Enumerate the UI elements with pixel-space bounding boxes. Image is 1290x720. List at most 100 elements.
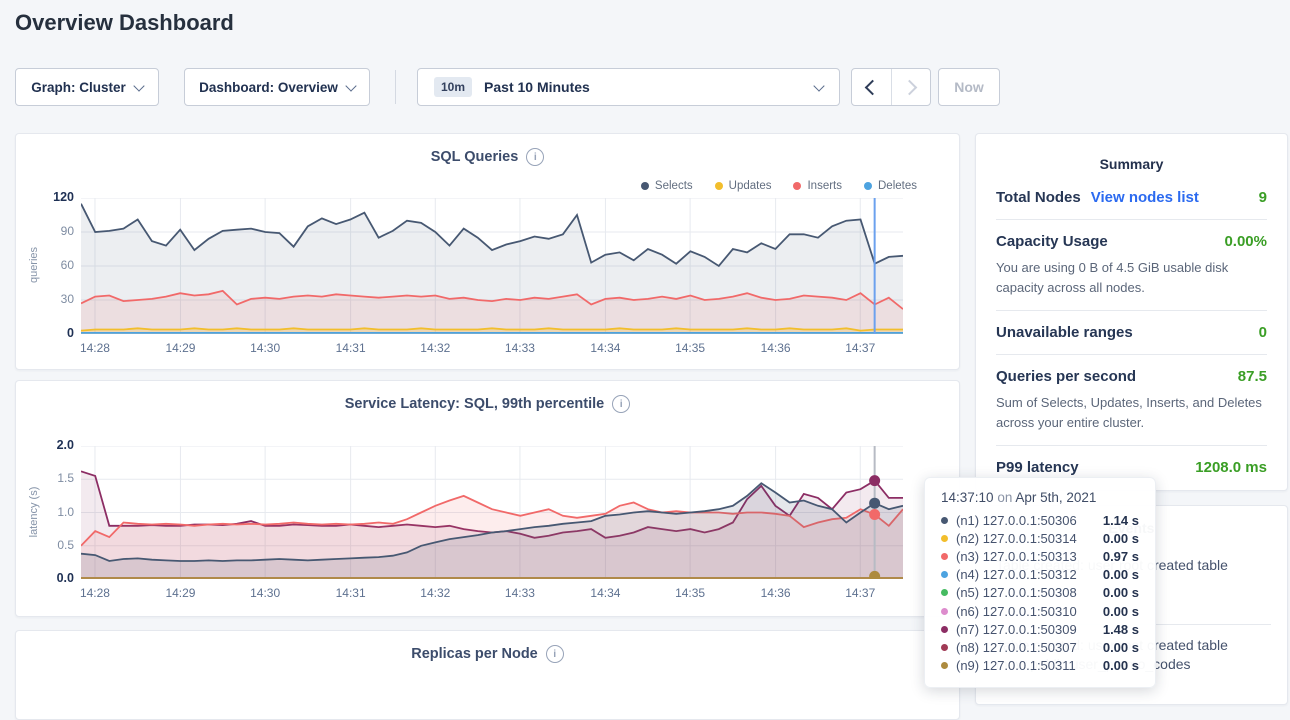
x-tick: 14:29	[165, 586, 196, 600]
summary-label: Unavailable ranges	[996, 324, 1133, 341]
summary-row: Queries per second 87.5 Sum of Selects, Up…	[996, 354, 1267, 445]
summary-row-head: Unavailable ranges 0	[996, 324, 1267, 341]
legend-dot	[793, 182, 802, 190]
chevron-right-icon	[901, 79, 918, 95]
tooltip-row: (n7) 127.0.0.1:50309 1.48 s	[941, 620, 1139, 638]
info-icon[interactable]	[612, 395, 631, 413]
summary-value: 1208.0 ms	[1195, 459, 1267, 476]
legend-label: Inserts	[807, 180, 842, 192]
x-tick: 14:32	[420, 341, 451, 355]
sql-queries-chart-card: SQL Queries Selects Updates Inserts Deletes…	[15, 133, 960, 370]
summary-value: 87.5	[1237, 368, 1267, 385]
summary-value: 0	[1258, 324, 1267, 341]
x-tick: 14:35	[675, 586, 706, 600]
now-button[interactable]: Now	[938, 68, 1000, 106]
time-range-badge: 10m	[434, 77, 473, 97]
legend-item-deletes[interactable]: Deletes	[864, 180, 917, 192]
summary-row-head: Total Nodes View nodes list 9	[996, 189, 1267, 206]
time-pager	[851, 68, 931, 106]
x-tick: 14:37	[845, 586, 876, 600]
tooltip-time: 14:37:10	[941, 490, 994, 505]
replicas-per-node-chart-card: Replicas per Node	[15, 630, 960, 720]
x-tick: 14:37	[845, 341, 876, 355]
series-dot	[941, 662, 948, 670]
summary-row-head: Queries per second 87.5	[996, 368, 1267, 385]
x-tick: 14:33	[504, 341, 535, 355]
legend-item-updates[interactable]: Updates	[714, 180, 771, 192]
tooltip-node-label: (n6) 127.0.0.1:50310	[956, 603, 1077, 619]
x-tick: 14:31	[335, 341, 366, 355]
plot-area[interactable]	[80, 197, 904, 335]
y-tick: 30	[60, 292, 74, 306]
legend-dot	[640, 182, 649, 190]
chart-hover-tooltip: 14:37:10 on Apr 5th, 2021 (n1) 127.0.0.1…	[924, 477, 1156, 688]
summary-title: Summary	[1099, 156, 1164, 172]
chevron-down-icon	[813, 79, 825, 92]
tooltip-row: (n9) 127.0.0.1:50311 0.00 s	[941, 657, 1139, 675]
summary-panel: Summary Total Nodes View nodes list 9 Capac…	[975, 133, 1288, 491]
tooltip-node-label: (n7) 127.0.0.1:50309	[956, 621, 1077, 637]
series-dot	[941, 516, 948, 524]
tooltip-row: (n1) 127.0.0.1:50306 1.14 s	[941, 511, 1139, 529]
x-tick: 14:32	[420, 586, 451, 600]
chart-title: SQL Queries	[430, 149, 519, 165]
x-tick: 14:29	[165, 341, 196, 355]
dashboard-dropdown-label: Dashboard: Overview	[199, 79, 338, 95]
next-time-button[interactable]	[892, 69, 931, 105]
tooltip-node-label: (n9) 127.0.0.1:50311	[956, 658, 1076, 674]
x-tick: 14:35	[675, 341, 706, 355]
tooltip-node-label: (n2) 127.0.0.1:50314	[956, 530, 1077, 546]
tooltip-value: 0.00 s	[1102, 585, 1139, 601]
series-dot	[941, 607, 948, 615]
chart-canvas[interactable]	[80, 197, 904, 335]
summary-row-head: P99 latency 1208.0 ms	[996, 459, 1267, 476]
summary-row: Unavailable ranges 0	[996, 310, 1267, 354]
chevron-down-icon	[133, 79, 145, 92]
legend-item-inserts[interactable]: Inserts	[793, 180, 842, 192]
chart-title: Replicas per Node	[411, 646, 538, 662]
controls-divider	[395, 70, 396, 104]
service-latency-chart-card: Service Latency: SQL, 99th percentile la…	[15, 380, 960, 617]
graph-dropdown[interactable]: Graph: Cluster	[15, 68, 159, 106]
y-tick: 120	[53, 190, 74, 204]
view-nodes-link[interactable]: View nodes list	[1090, 189, 1199, 206]
y-tick: 0.5	[57, 537, 74, 552]
plot-area[interactable]	[80, 445, 904, 582]
x-tick: 14:33	[504, 586, 535, 600]
x-tick: 14:36	[760, 586, 791, 600]
chart-title: Service Latency: SQL, 99th percentile	[344, 396, 605, 412]
legend-dot	[714, 182, 723, 190]
tooltip-row: (n2) 127.0.0.1:50314 0.00 s	[941, 529, 1139, 547]
y-tick: 1.0	[57, 504, 74, 519]
tooltip-node-label: (n5) 127.0.0.1:50308	[956, 585, 1077, 601]
chart-title-row: Replicas per Node	[16, 645, 959, 663]
summary-row-head: Capacity Usage 0.00%	[996, 233, 1267, 250]
summary-label: Total Nodes	[996, 189, 1081, 206]
tooltip-header: 14:37:10 on Apr 5th, 2021	[941, 490, 1139, 505]
y-tick: 90	[60, 224, 74, 238]
series-dot	[941, 643, 948, 651]
info-icon[interactable]	[545, 645, 564, 663]
series-dot	[941, 534, 948, 542]
summary-label: P99 latency	[996, 459, 1079, 476]
info-icon[interactable]	[526, 148, 545, 166]
series-dot	[941, 625, 948, 633]
summary-label: Capacity Usage	[996, 233, 1108, 250]
legend-item-selects[interactable]: Selects	[640, 180, 693, 192]
series-dot	[941, 571, 948, 579]
summary-row: P99 latency 1208.0 ms	[996, 445, 1267, 489]
summary-description: Sum of Selects, Updates, Inserts, and De…	[996, 395, 1262, 430]
dashboard-dropdown[interactable]: Dashboard: Overview	[184, 68, 370, 106]
tooltip-row: (n8) 127.0.0.1:50307 0.00 s	[941, 638, 1139, 656]
y-tick: 2.0	[56, 438, 74, 452]
prev-time-button[interactable]	[852, 69, 892, 105]
summary-rows: Total Nodes View nodes list 9 Capacity Usag…	[996, 176, 1267, 489]
chevron-left-icon	[864, 79, 881, 95]
time-range-picker[interactable]: 10m Past 10 Minutes	[417, 68, 840, 106]
chart-canvas[interactable]	[80, 445, 904, 582]
legend-dot	[864, 182, 872, 190]
series-dot	[941, 552, 948, 560]
chart-title-row: Service Latency: SQL, 99th percentile	[16, 395, 959, 413]
chevron-down-icon	[345, 79, 357, 92]
y-tick: 0.0	[56, 571, 74, 585]
